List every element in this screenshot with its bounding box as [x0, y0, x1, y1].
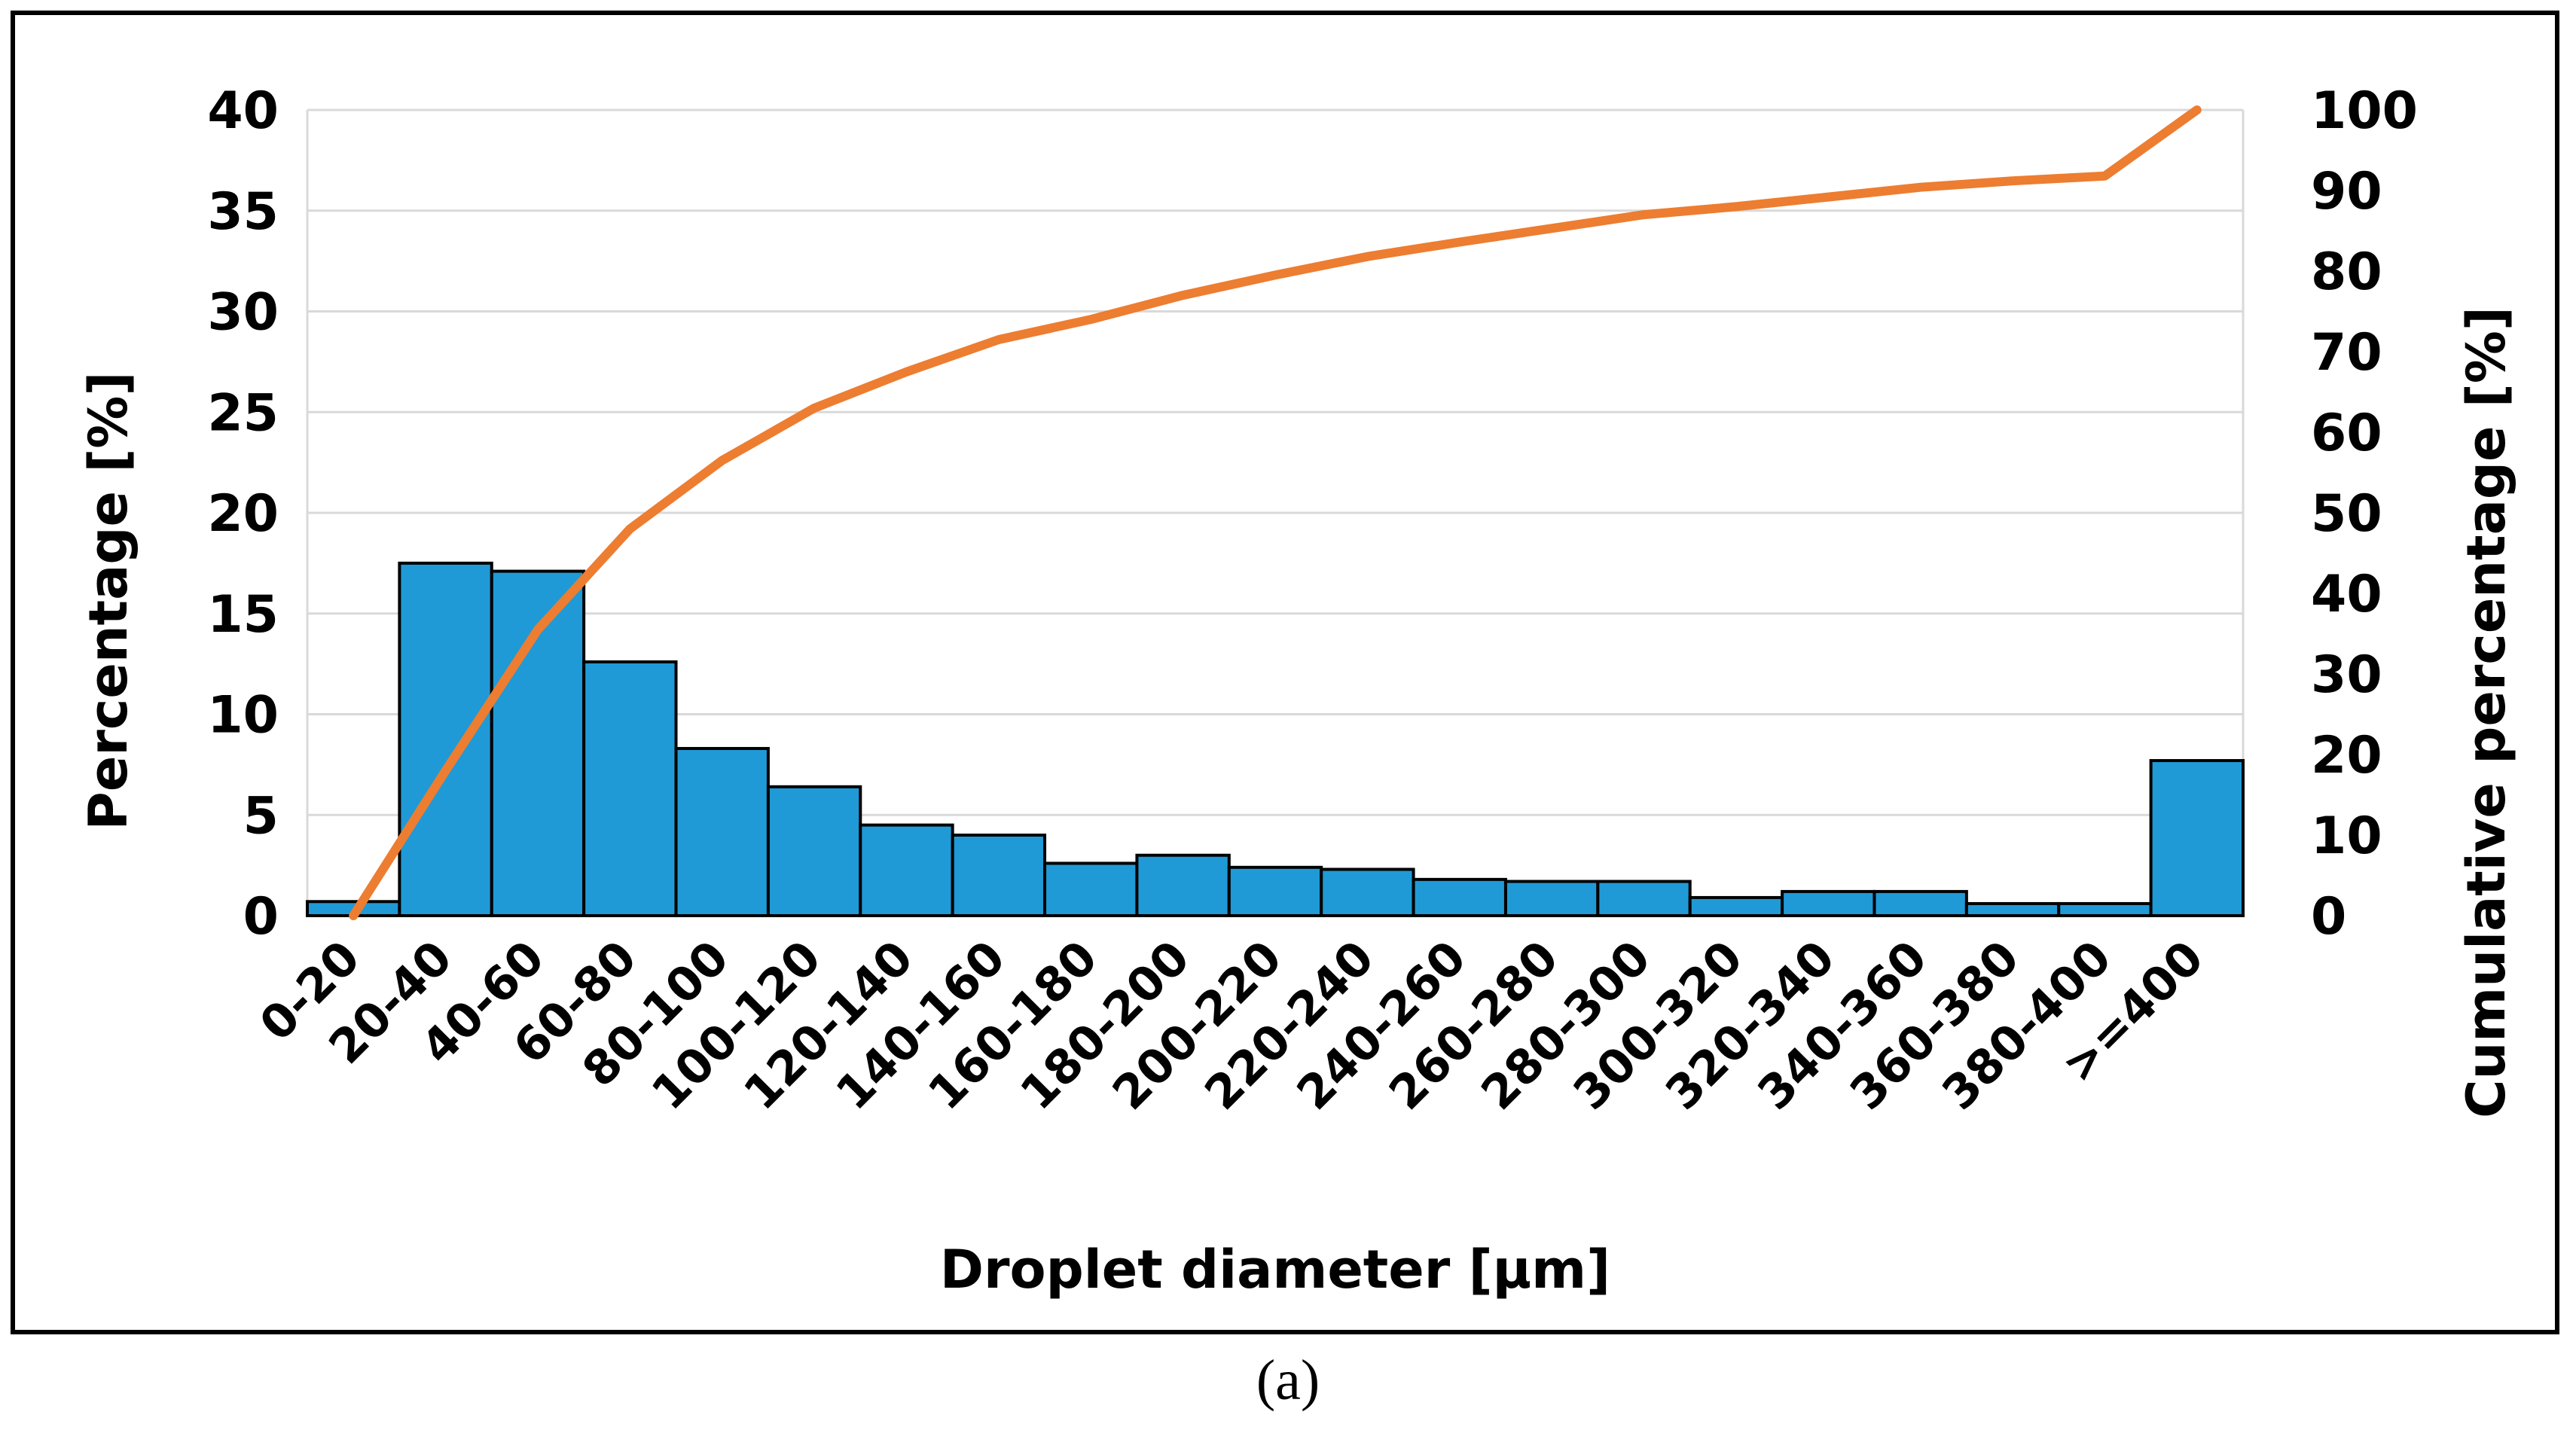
- y-axis-title: Percentage [%]: [78, 372, 139, 831]
- y2-tick-label: 70: [2311, 323, 2382, 383]
- x-axis-title: Droplet diameter [μm]: [940, 1239, 1610, 1300]
- y2-tick-label: 80: [2311, 242, 2382, 302]
- bar: [1043, 861, 1139, 917]
- bar: [766, 785, 862, 918]
- bar: [1320, 867, 1415, 917]
- y2-tick-label: 40: [2311, 565, 2382, 624]
- cumulative-line-layer: [349, 105, 2202, 920]
- bar: [1227, 865, 1323, 918]
- bar: [674, 746, 770, 917]
- bar: [1781, 889, 1876, 918]
- y-tick-label: 30: [207, 283, 279, 343]
- bar: [2057, 901, 2153, 917]
- bar: [490, 569, 586, 917]
- y2-tick-label: 10: [2311, 806, 2382, 866]
- y-tick-label: 5: [243, 786, 279, 846]
- y2-tick-label: 100: [2311, 81, 2418, 141]
- bar: [2149, 759, 2245, 918]
- y2-tick-label: 0: [2311, 887, 2346, 947]
- y2-tick-label: 60: [2311, 404, 2382, 463]
- y-tick-label: 25: [207, 383, 279, 443]
- bar: [1964, 901, 2061, 917]
- y-tick-label: 10: [207, 686, 279, 745]
- bar: [1135, 853, 1231, 917]
- y-tick-label: 20: [207, 484, 279, 544]
- bar: [1503, 880, 1600, 918]
- bars: [306, 561, 2245, 918]
- y2-tick-label: 20: [2311, 726, 2382, 785]
- y2-axis-title: Cumulative percentage [%]: [2455, 306, 2517, 1118]
- bar: [1872, 889, 1968, 918]
- y-tick-label: 15: [207, 585, 279, 645]
- bar: [1688, 895, 1784, 918]
- right-axis-ticks: 0 10 20 30 40 50 60 70 80 90 100: [2311, 81, 2418, 947]
- y2-tick-label: 90: [2311, 162, 2382, 221]
- bar: [1412, 877, 1507, 917]
- cumulative-line: [349, 105, 2202, 920]
- panel-caption: (a): [1256, 1349, 1320, 1412]
- left-axis-ticks: 0 5 10 15 20 25 30 35 40: [207, 81, 279, 947]
- y-tick-label: 0: [243, 887, 279, 947]
- bar: [951, 834, 1047, 917]
- y-tick-label: 40: [207, 81, 279, 141]
- y-tick-label: 35: [207, 182, 279, 242]
- bar: [1596, 880, 1692, 918]
- y2-tick-label: 30: [2311, 645, 2382, 705]
- bar: [398, 561, 493, 917]
- bar: [582, 660, 678, 917]
- y2-tick-label: 50: [2311, 484, 2382, 544]
- category-labels: 0-2020-4040-6060-8080-100100-120120-1401…: [249, 930, 2214, 1121]
- bar: [859, 823, 954, 917]
